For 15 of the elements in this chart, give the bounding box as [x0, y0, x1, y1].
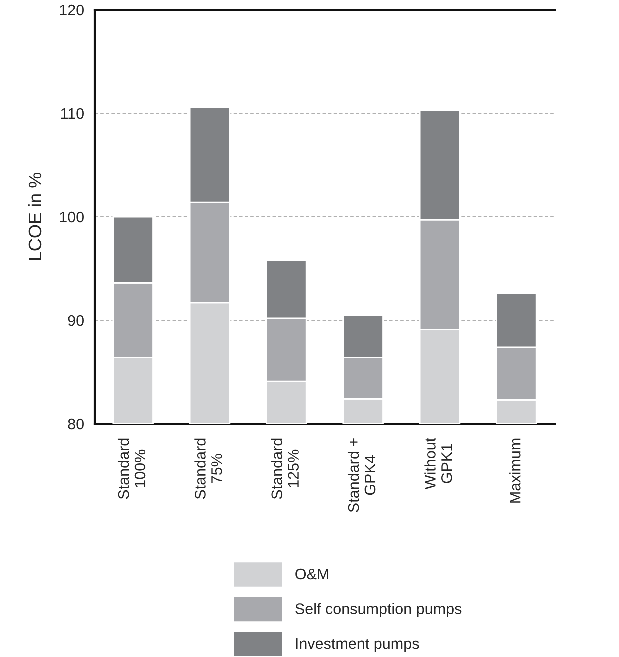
x-tick-label: Standard 125%	[271, 438, 299, 500]
y-axis-title: LCOE in %	[28, 172, 42, 260]
legend-label: Investment pumps	[296, 638, 420, 652]
legend-label: O&M	[296, 568, 328, 580]
x-tick-label: Standard + GPK4	[348, 438, 376, 512]
x-tick-label: Standard 100%	[118, 438, 146, 500]
legend-label: Self consumption pumps	[296, 603, 462, 618]
y-tick-label: 110	[61, 108, 84, 120]
y-tick-label: 80	[68, 418, 84, 430]
x-tick-label: Without GPK1	[424, 438, 452, 490]
x-tick-label: Maximum	[510, 438, 521, 503]
y-tick-label: 90	[68, 315, 84, 326]
y-tick-label: 100	[60, 212, 84, 223]
x-tick-label: Standard 75%	[194, 438, 222, 500]
y-tick-label: 120	[60, 4, 84, 16]
